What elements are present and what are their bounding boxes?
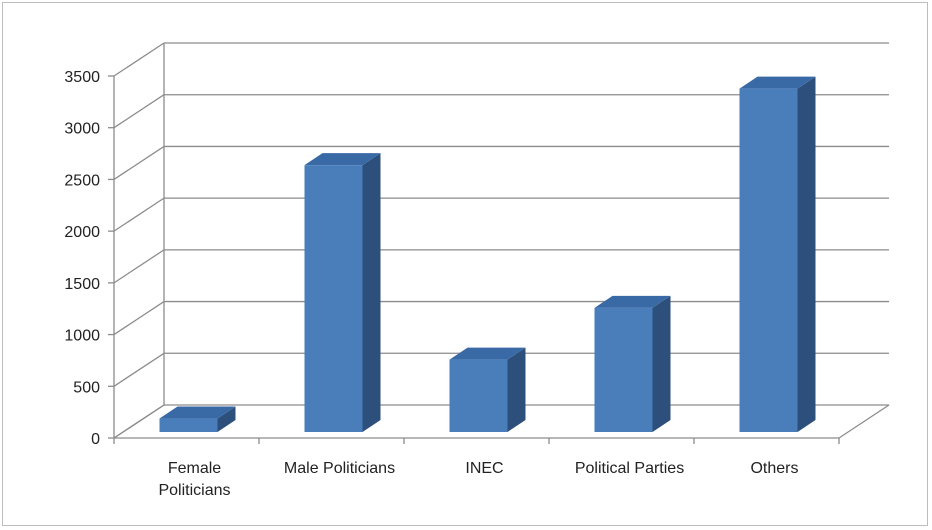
- bar-top: [594, 295, 671, 308]
- bar-top: [739, 76, 816, 89]
- gridline: [113, 42, 889, 77]
- y-tick-label: 3000: [64, 121, 100, 138]
- category-labels: Female Politicians Male Politicians INEC Pol…: [158, 460, 798, 499]
- y-tick-label: 1000: [64, 328, 100, 345]
- y-tick-label: 3500: [64, 69, 100, 86]
- bar: [449, 347, 526, 432]
- y-tick-label: 1500: [64, 276, 100, 293]
- bar-front: [594, 307, 653, 432]
- bar-side: [652, 295, 671, 432]
- y-tick-labels: 0 500 1000 1500 2000 2500 3000 3500: [64, 69, 100, 448]
- bar: [304, 153, 381, 432]
- category-label: Male Politicians: [284, 460, 395, 477]
- bar-side: [362, 153, 381, 432]
- bar-side: [217, 406, 236, 432]
- y-tick-label: 500: [73, 379, 100, 396]
- bar-front: [739, 88, 798, 433]
- floor-right-edge: [838, 404, 890, 439]
- y-tick-label: 2500: [64, 172, 100, 189]
- y-tick-label: 2000: [64, 224, 100, 241]
- y-tick-label: 0: [91, 431, 100, 448]
- bar-front: [159, 418, 218, 432]
- bar: [594, 295, 671, 432]
- chart: 0 500 1000 1500 2000 2500 3000 3500 Female Polit…: [64, 42, 890, 499]
- bar-top: [449, 347, 526, 360]
- bar-top: [159, 406, 236, 419]
- category-label: INEC: [465, 460, 503, 477]
- bar-side: [797, 76, 816, 433]
- bar-side: [507, 347, 526, 432]
- bar-front: [449, 359, 508, 432]
- category-label: Female Politicians: [158, 460, 230, 499]
- bar-front: [304, 165, 363, 432]
- category-label: Political Parties: [575, 460, 684, 477]
- bar: [159, 406, 236, 432]
- bars: [159, 76, 816, 433]
- bar: [739, 76, 816, 433]
- floor-left-edge: [113, 404, 165, 439]
- category-label: Others: [750, 460, 798, 477]
- bar-top: [304, 153, 381, 166]
